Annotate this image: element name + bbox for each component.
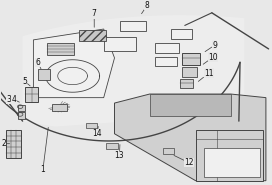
Text: 14: 14	[92, 127, 102, 138]
Text: 1: 1	[41, 127, 48, 174]
Bar	[18, 112, 25, 119]
Text: 8: 8	[141, 1, 149, 14]
Bar	[38, 69, 50, 80]
Bar	[163, 148, 174, 154]
Text: 10: 10	[203, 53, 218, 64]
Bar	[180, 79, 193, 88]
Bar	[182, 53, 200, 65]
Text: 12: 12	[174, 155, 194, 167]
Text: 5: 5	[22, 77, 30, 86]
Text: 7: 7	[92, 9, 97, 27]
Bar	[52, 104, 67, 111]
Bar	[79, 30, 106, 41]
Bar	[6, 130, 21, 158]
Bar	[171, 29, 191, 39]
Bar	[155, 57, 177, 66]
Bar	[18, 105, 25, 111]
Text: 2: 2	[1, 139, 10, 148]
Text: 4: 4	[11, 95, 19, 104]
Polygon shape	[115, 94, 266, 181]
Polygon shape	[204, 148, 261, 177]
Bar	[47, 43, 74, 55]
Text: 11: 11	[198, 69, 213, 81]
Polygon shape	[150, 94, 231, 116]
Text: 6: 6	[35, 58, 41, 69]
Bar	[155, 43, 180, 53]
Bar	[120, 21, 146, 31]
Bar	[181, 67, 197, 77]
Polygon shape	[23, 15, 244, 127]
Bar	[25, 87, 38, 102]
Bar	[106, 143, 118, 149]
Bar	[86, 123, 97, 128]
Text: 9: 9	[205, 41, 217, 52]
Polygon shape	[196, 130, 263, 181]
Text: 3: 3	[7, 95, 15, 104]
Text: 13: 13	[115, 145, 124, 160]
Polygon shape	[33, 29, 115, 98]
Bar	[104, 37, 136, 51]
